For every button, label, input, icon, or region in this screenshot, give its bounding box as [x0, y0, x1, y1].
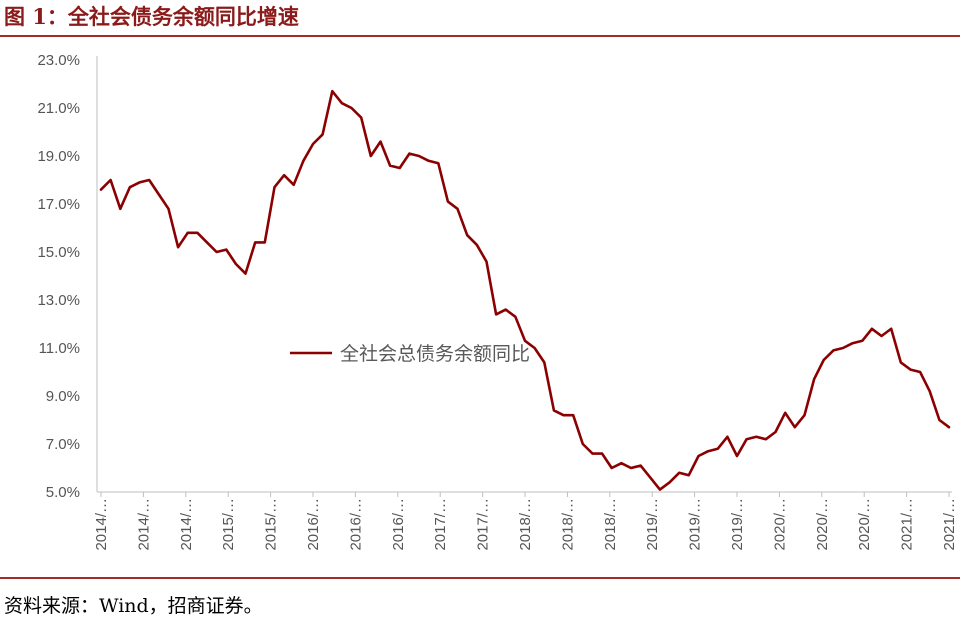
- chart-axes: [96, 56, 952, 497]
- x-tick-label: 2019/…: [729, 498, 746, 551]
- x-tick-label: 2016/…: [347, 498, 364, 551]
- x-tick-label: 2016/…: [305, 498, 322, 551]
- x-tick-label: 2015/…: [263, 498, 280, 551]
- title-divider: [0, 35, 960, 37]
- figure-title: 图 1：全社会债务余额同比增速: [4, 4, 299, 29]
- x-tick-label: 2021/…: [899, 498, 916, 551]
- x-tick-label: 2014/…: [178, 498, 195, 551]
- x-tick-label: 2020/…: [856, 498, 873, 551]
- series-group: [99, 89, 951, 491]
- y-tick-label: 7.0%: [46, 436, 80, 453]
- legend-label: 全社会总债务余额同比: [340, 343, 530, 365]
- x-axis-tick-labels: 2014/… 2014/… 2014/… 2015/… 2015/… 2016/… 2016…: [93, 498, 958, 551]
- x-tick-label: 2021/…: [941, 498, 958, 551]
- x-tick-label: 2018/…: [559, 498, 576, 551]
- y-axis-tick-labels: 5.0% 7.0% 9.0% 11.0% 13.0% 15.0% 17.0% 19.0% 21.…: [37, 52, 80, 501]
- y-tick-label: 9.0%: [46, 388, 80, 405]
- y-tick-label: 19.0%: [37, 148, 80, 165]
- x-tick-label: 2014/…: [93, 498, 110, 551]
- legend: 全社会总债务余额同比: [290, 343, 530, 365]
- x-tick-label: 2018/…: [517, 498, 534, 551]
- y-tick-label: 15.0%: [37, 244, 80, 261]
- y-tick-label: 11.0%: [39, 340, 80, 357]
- y-tick-label: 23.0%: [37, 52, 80, 69]
- x-tick-label: 2020/…: [771, 498, 788, 551]
- x-tick-label: 2017/…: [475, 498, 492, 551]
- x-tick-label: 2017/…: [432, 498, 449, 551]
- line-chart: 5.0% 7.0% 9.0% 11.0% 13.0% 15.0% 17.0% 19.0% 21.…: [37, 52, 958, 551]
- x-tick-label: 2015/…: [220, 498, 237, 551]
- y-tick-label: 5.0%: [46, 484, 80, 501]
- x-tick-label: 2020/…: [814, 498, 831, 551]
- y-tick-label: 13.0%: [37, 292, 80, 309]
- footer-divider: [0, 577, 960, 579]
- x-tick-label: 2019/…: [644, 498, 661, 551]
- source-note: 资料来源：Wind，招商证券。: [4, 595, 263, 617]
- y-tick-label: 17.0%: [37, 196, 80, 213]
- x-tick-label: 2014/…: [135, 498, 152, 551]
- x-tick-label: 2016/…: [390, 498, 407, 551]
- series-line: [99, 89, 951, 491]
- y-tick-label: 21.0%: [37, 100, 80, 117]
- x-tick-label: 2018/…: [602, 498, 619, 551]
- x-tick-label: 2019/…: [687, 498, 704, 551]
